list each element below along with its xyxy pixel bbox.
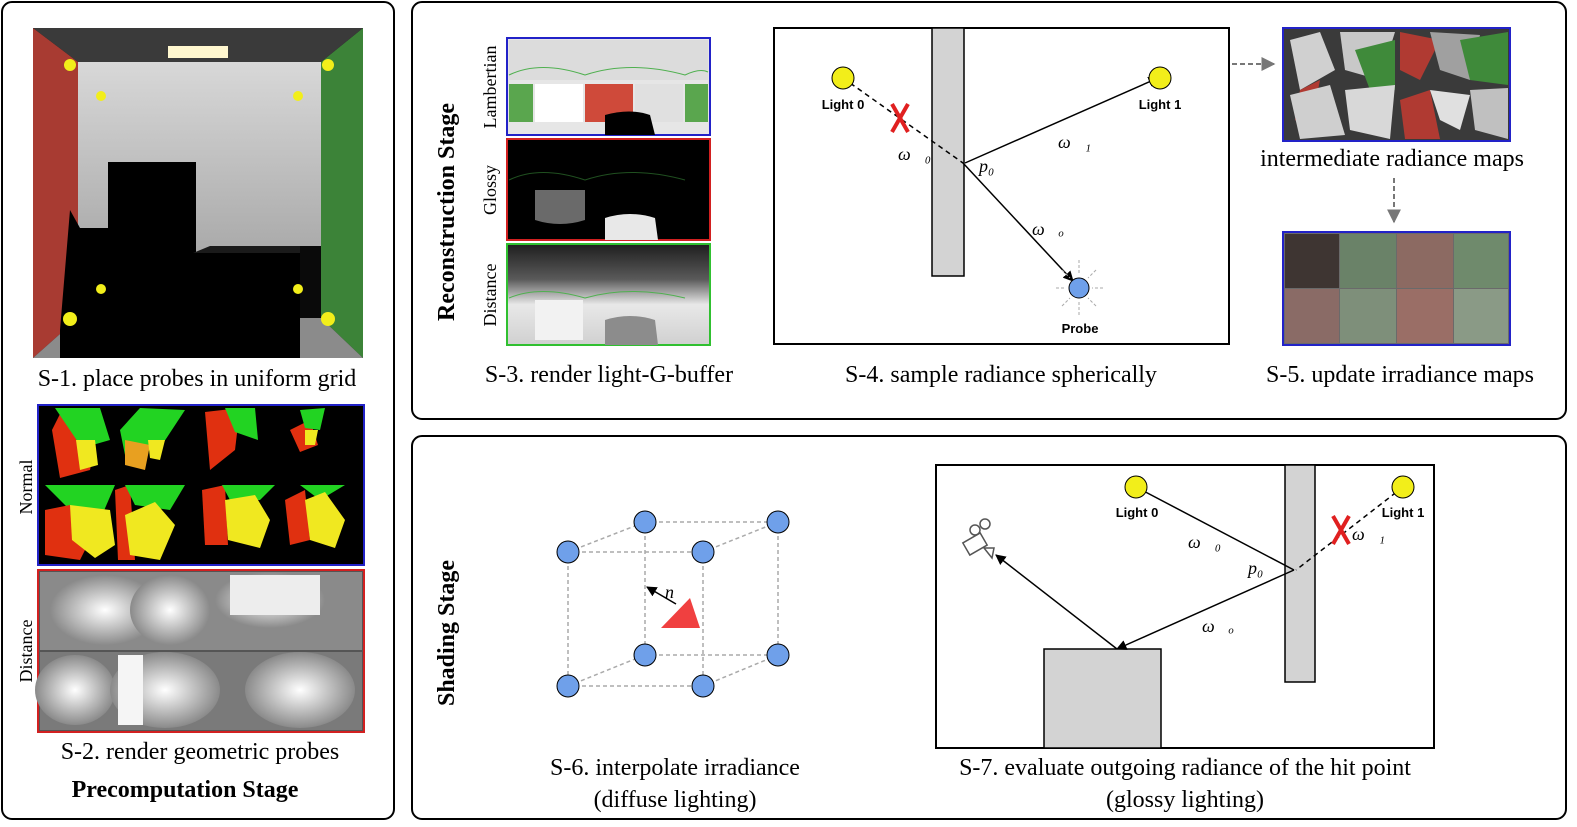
light0-icon [831,66,855,90]
irradiance-maps [1282,231,1511,346]
probe-icon [1068,277,1090,299]
light0-icon [1124,475,1148,499]
sample-radiance-scene [773,27,1230,345]
s2-caption: S-2. render geometric probes [61,739,340,765]
w1-label: ω⃗₁ [1058,132,1091,152]
s1-caption: S-1. place probes in uniform grid [38,366,357,392]
glossy-shading-scene [935,464,1435,749]
p0-label: p₀ [1246,558,1263,578]
occlusion-cross-icon [890,103,910,133]
intermediate-radiance-maps [1282,27,1511,142]
probe-dot [63,312,77,326]
probe-label: Probe [1062,321,1099,336]
probe-dot [64,59,76,71]
precomputation-title: Precomputation Stage [72,777,299,803]
light0-label: Light 0 [822,97,865,112]
probe-node [633,510,657,534]
probe-dot [321,312,335,326]
normal-label: Normal [16,460,36,515]
probe-node [633,643,657,667]
light0-label: Light 0 [1116,505,1159,520]
probe-dot [96,91,106,101]
light1-label: Light 1 [1382,505,1425,520]
wo-label: ω⃗ₒ [1032,219,1064,239]
distance-probe-maps [35,569,365,733]
normal-probe-maps [37,404,365,566]
ceiling-light [168,46,228,58]
lambertian-buffer [506,37,711,136]
shading-point-triangle [661,598,700,628]
intermediate-caption: intermediate radiance maps [1260,146,1524,172]
occlusion-cross-icon [1331,515,1351,545]
probe-node [691,540,715,564]
shading-title: Shading Stage [434,560,460,706]
distance-label-recon: Distance [480,264,500,327]
s4-caption: S-4. sample radiance spherically [845,362,1157,388]
occluder-wall [1284,464,1316,683]
light1-icon [1391,475,1415,499]
glossy-buffer [506,138,711,241]
tall-block [108,162,196,358]
s6-caption-line1: S-6. interpolate irradiance [550,755,800,781]
light1-icon [1148,66,1172,90]
probe-dot [96,284,106,294]
probe-incoming-arrows [1056,260,1103,315]
s7-caption-line1: S-7. evaluate outgoing radiance of the h… [959,755,1411,781]
s5-caption: S-5. update irradiance maps [1266,362,1534,388]
glossy-label: Glossy [480,165,500,215]
lambertian-label: Lambertian [480,46,500,129]
w0-label: ω⃗₀ [898,144,931,164]
s6-caption-line2: (diffuse lighting) [594,787,757,813]
reconstruction-title: Reconstruction Stage [434,103,460,321]
probe-node [556,540,580,564]
probe-node [766,643,790,667]
cornell-box-render [33,28,363,358]
probe-dot [293,284,303,294]
probe-dot [293,91,303,101]
probe-node [556,674,580,698]
distance-buffer [506,243,711,346]
light1-label: Light 1 [1139,97,1182,112]
camera-icon [961,518,995,560]
distance-label: Distance [16,620,36,683]
short-block [193,253,300,358]
wo-label: ω⃗ₒ [1202,616,1234,636]
w1-label: ω⃗₁ [1352,524,1385,544]
probe-node [691,674,715,698]
hit-box [1043,648,1162,749]
probe-dot [322,59,334,71]
s7-caption-line2: (glossy lighting) [1106,787,1264,813]
probe-cube [556,510,790,698]
n-label: n⃗ [665,582,688,602]
w0-label: ω⃗₀ [1188,532,1221,552]
s3-caption: S-3. render light-G-buffer [485,362,733,388]
probe-node [766,510,790,534]
p0-label: p₀ [977,156,994,176]
